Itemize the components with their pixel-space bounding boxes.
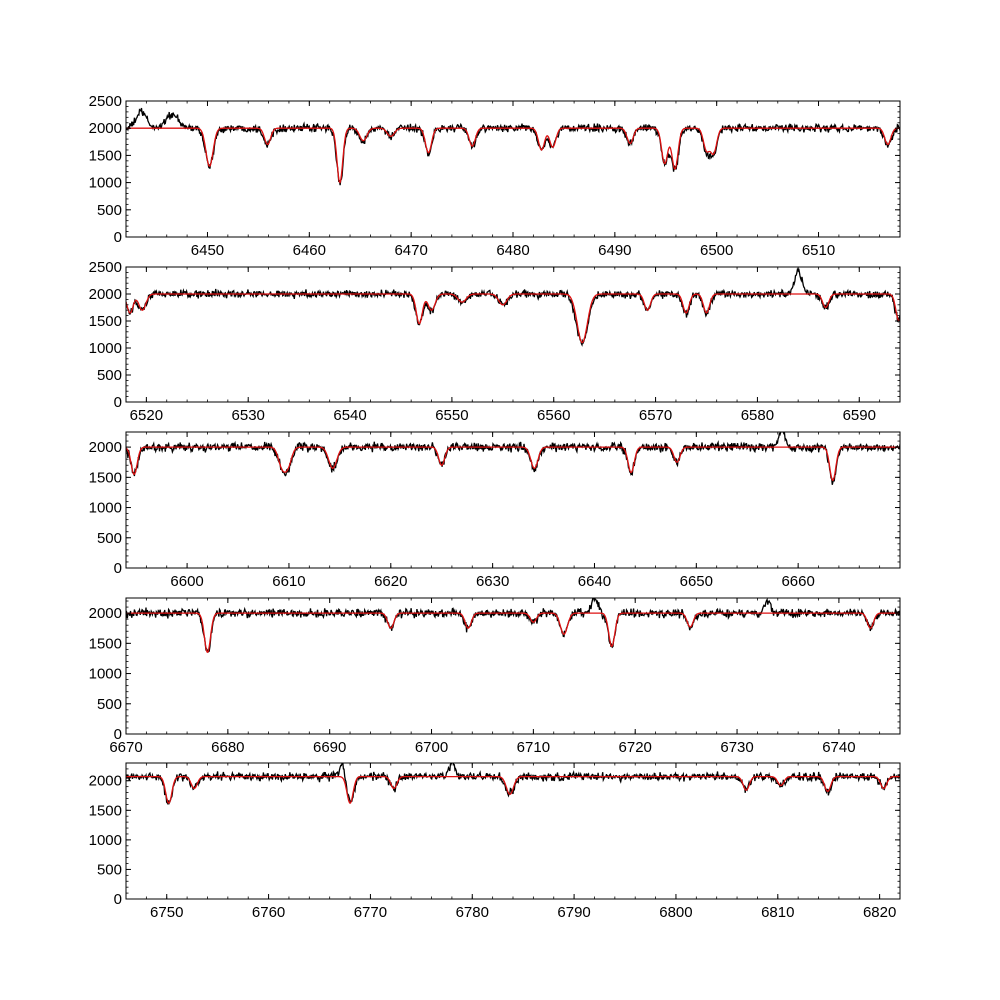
- x-tick-label: 6640: [578, 573, 611, 590]
- x-tick-label: 6810: [761, 904, 794, 921]
- y-tick-label: 1000: [89, 340, 122, 357]
- x-tick-label: 6620: [374, 573, 407, 590]
- panel-plot-area: [126, 107, 900, 186]
- x-tick-label: 6510: [802, 242, 835, 259]
- x-tick-label: 6800: [659, 904, 692, 921]
- y-tick-label: 500: [97, 696, 122, 713]
- y-tick-label: 1000: [89, 500, 122, 517]
- x-tick-label: 6610: [272, 573, 305, 590]
- x-tick-label: 6720: [619, 739, 652, 756]
- series-observed-line: [126, 432, 900, 485]
- panel-frame: [125, 762, 901, 900]
- panel-plot-area: [126, 432, 900, 485]
- x-tick-label: 6670: [109, 739, 142, 756]
- x-tick-label: 6600: [170, 573, 203, 590]
- y-tick-label: 2000: [89, 120, 122, 137]
- panel-plot-area: [126, 598, 900, 654]
- spectrum-panel-5: 6750 6760 6770 6780 6790 6800 6810 6820 0 500 1000…: [89, 762, 901, 921]
- panel-frame: [125, 266, 901, 403]
- series-model-line: [126, 612, 900, 654]
- y-tick-label: 2000: [89, 605, 122, 622]
- x-tick-label: 6500: [700, 242, 733, 259]
- x-tick-label: 6560: [537, 407, 570, 424]
- series-observed-line: [126, 598, 900, 653]
- x-tick-label: 6470: [394, 242, 427, 259]
- y-tick-label: 0: [114, 726, 122, 743]
- y-tick-label: 1500: [89, 147, 122, 164]
- x-tick-label: 6590: [843, 407, 876, 424]
- y-tick-label: 500: [97, 861, 122, 878]
- x-tick-label: 6700: [415, 739, 448, 756]
- x-tick-label: 6660: [781, 573, 814, 590]
- panel-plot-area: [126, 763, 900, 806]
- x-tick-label: 6770: [354, 904, 387, 921]
- y-tick-label: 2000: [89, 773, 122, 790]
- x-tick-label: 6550: [435, 407, 468, 424]
- series-observed-line: [126, 763, 900, 806]
- y-tick-label: 500: [97, 367, 122, 384]
- x-tick-label: 6630: [476, 573, 509, 590]
- x-tick-label: 6530: [232, 407, 265, 424]
- x-tick-label: 6740: [822, 739, 855, 756]
- series-model-line: [126, 775, 900, 804]
- y-tick-label: 2000: [89, 286, 122, 303]
- y-tick-label: 1500: [89, 469, 122, 486]
- y-tick-label: 500: [97, 530, 122, 547]
- panel-frame: [125, 597, 901, 735]
- x-tick-label: 6460: [293, 242, 326, 259]
- spectrum-panel-2: 6520 6530 6540 6550 6560 6570 6580 6590 0 500 1000…: [89, 259, 901, 424]
- x-tick-label: 6450: [191, 242, 224, 259]
- x-tick-label: 6480: [496, 242, 529, 259]
- x-tick-label: 6520: [130, 407, 163, 424]
- y-tick-label: 0: [114, 229, 122, 246]
- panel-frame: [125, 100, 901, 238]
- series-model-line: [126, 446, 900, 482]
- x-tick-label: 6680: [211, 739, 244, 756]
- y-tick-label: 2000: [89, 439, 122, 456]
- x-tick-label: 6540: [333, 407, 366, 424]
- y-tick-label: 1000: [89, 175, 122, 192]
- x-tick-label: 6750: [150, 904, 183, 921]
- x-tick-label: 6490: [598, 242, 631, 259]
- spectrum-panel-3: 6600 6610 6620 6630 6640 6650 6660 0 500 1000 1500…: [89, 431, 901, 590]
- y-tick-label: 0: [114, 560, 122, 577]
- x-tick-label: 6650: [680, 573, 713, 590]
- panel-frame: [125, 431, 901, 569]
- x-tick-label: 6730: [720, 739, 753, 756]
- x-tick-label: 6690: [313, 739, 346, 756]
- y-tick-label: 1000: [89, 832, 122, 849]
- series-model-line: [126, 293, 900, 344]
- y-tick-label: 2500: [89, 93, 122, 110]
- y-tick-label: 1500: [89, 802, 122, 819]
- panel-plot-area: [126, 267, 900, 347]
- y-tick-label: 1500: [89, 313, 122, 330]
- spectrum-panel-4: 6670 6680 6690 6700 6710 6720 6730 6740 0 500 1000…: [89, 597, 901, 756]
- y-tick-label: 1500: [89, 635, 122, 652]
- x-tick-label: 6710: [517, 739, 550, 756]
- x-tick-label: 6760: [252, 904, 285, 921]
- x-tick-label: 6820: [863, 904, 896, 921]
- x-tick-label: 6580: [741, 407, 774, 424]
- y-tick-label: 500: [97, 202, 122, 219]
- spectrum-panel-1: 6450 6460 6470 6480 6490 6500 6510 0 500 1000 1500…: [89, 93, 901, 259]
- series-model-line: [126, 127, 900, 184]
- x-tick-label: 6790: [557, 904, 590, 921]
- y-tick-label: 2500: [89, 259, 122, 276]
- series-observed-line: [126, 267, 900, 347]
- y-tick-label: 1000: [89, 666, 122, 683]
- x-tick-label: 6570: [639, 407, 672, 424]
- x-tick-label: 6780: [456, 904, 489, 921]
- y-tick-label: 0: [114, 891, 122, 908]
- y-tick-label: 0: [114, 394, 122, 411]
